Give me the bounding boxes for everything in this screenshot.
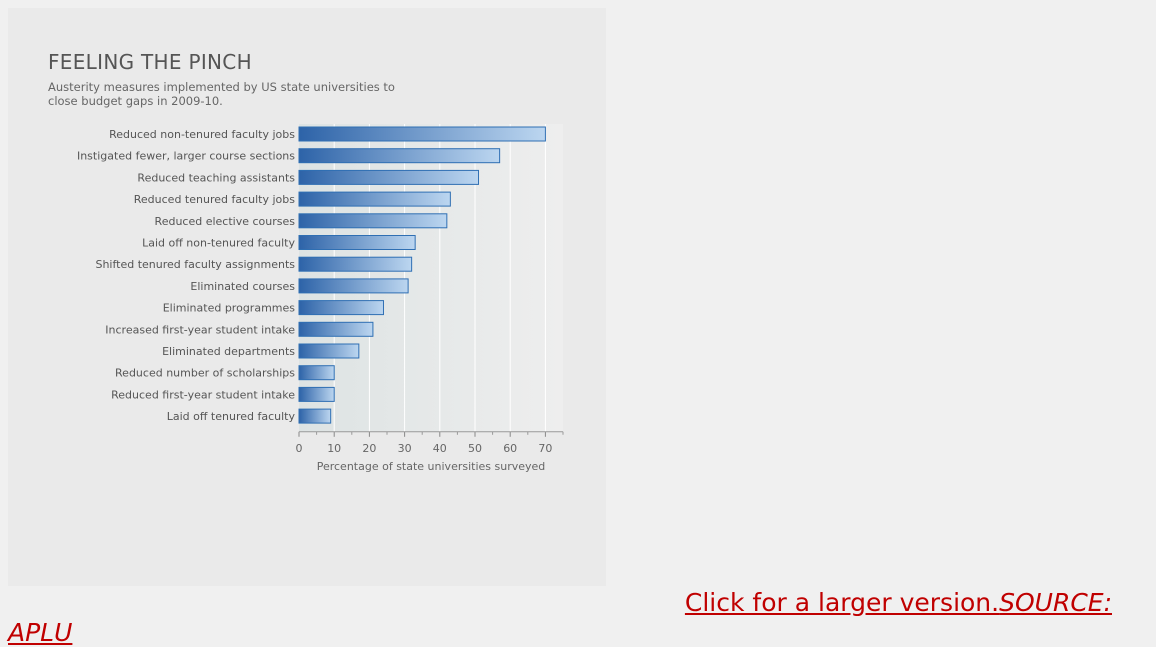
chart-subtitle: Austerity measures implemented by US sta… xyxy=(48,80,395,108)
bar xyxy=(298,169,480,185)
category-label: Laid off tenured faculty xyxy=(167,410,296,423)
x-axis: 0 10 20 30 40 50 60 70 Percentage of state unive… xyxy=(296,431,564,473)
bar xyxy=(298,343,360,359)
bar xyxy=(298,300,384,316)
category-label: Eliminated departments xyxy=(162,345,295,358)
x-axis-label: Percentage of state universities surveye… xyxy=(317,460,546,473)
category-label: Increased first-year student intake xyxy=(105,323,295,336)
x-tick-label: 20 xyxy=(362,442,376,455)
bar xyxy=(298,278,409,294)
category-label: Shifted tenured faculty assignments xyxy=(95,258,295,271)
chart-title: FEELING THE PINCH xyxy=(48,50,252,74)
category-label: Instigated fewer, larger course sections xyxy=(77,150,295,163)
category-label: Reduced elective courses xyxy=(155,215,296,228)
bar xyxy=(298,191,451,207)
bar-chart: Reduced non-tenured faculty jobs Instigat… xyxy=(77,124,564,473)
category-label: Eliminated programmes xyxy=(163,302,296,315)
bars xyxy=(298,126,546,424)
x-tick-label: 70 xyxy=(538,442,552,455)
source-text-start: SOURCE: xyxy=(999,588,1112,617)
category-label: Eliminated courses xyxy=(190,280,295,293)
category-label: Reduced tenured faculty jobs xyxy=(134,193,295,206)
bar xyxy=(298,256,413,272)
bar xyxy=(298,408,332,424)
larger-version-text: Click for a larger version. xyxy=(684,588,1000,617)
bar xyxy=(298,213,448,229)
category-label: Laid off non-tenured faculty xyxy=(142,237,295,250)
category-label: Reduced non-tenured faculty jobs xyxy=(109,128,295,141)
bar xyxy=(298,321,374,337)
x-tick-label: 0 xyxy=(296,442,303,455)
category-label: Reduced first-year student intake xyxy=(111,388,295,401)
bar xyxy=(298,235,416,250)
category-label: Reduced number of scholarships xyxy=(115,367,295,380)
caption: Click for a larger version.SOURCE: xyxy=(8,586,1148,621)
x-tick-label: 30 xyxy=(398,442,412,455)
bar xyxy=(298,365,335,381)
source-text-end: APLU xyxy=(8,618,73,647)
category-labels: Reduced non-tenured faculty jobs Instigat… xyxy=(77,128,296,423)
bar xyxy=(298,148,501,164)
bar xyxy=(298,386,335,402)
bar xyxy=(298,126,546,142)
larger-version-link[interactable]: Click for a larger version.SOURCE: xyxy=(685,588,1112,617)
category-label: Reduced teaching assistants xyxy=(137,171,295,184)
x-tick-label: 50 xyxy=(468,442,482,455)
x-tick-label: 40 xyxy=(433,442,447,455)
chart-panel[interactable]: Reduced non-tenured faculty jobs Instigat… xyxy=(8,8,606,586)
x-tick-label: 60 xyxy=(503,442,517,455)
x-tick-label: 10 xyxy=(327,442,341,455)
